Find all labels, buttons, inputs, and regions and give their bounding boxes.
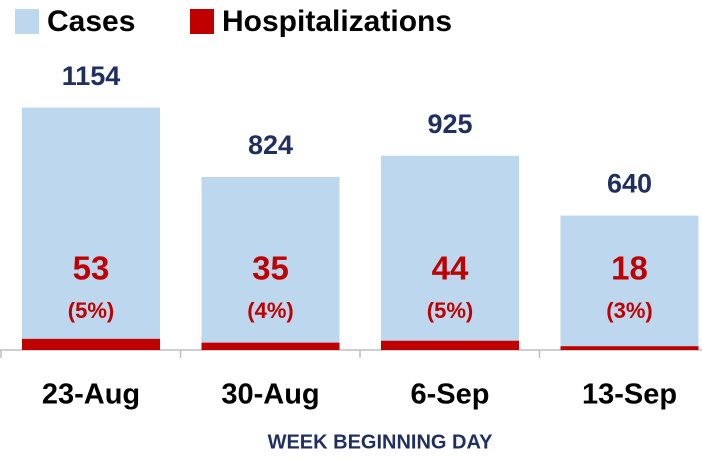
hospitalization-percent-label: (5%) [427, 298, 473, 323]
legend-swatch [190, 9, 214, 34]
x-tick-label: 23-Aug [42, 379, 140, 411]
cases-value-label: 824 [248, 130, 293, 160]
x-axis-title: WEEK BEGINNING DAY [268, 431, 494, 453]
hospitalization-percent-label: (5%) [68, 298, 114, 323]
hospitalization-bar [381, 340, 519, 350]
legend-label: Hospitalizations [222, 5, 452, 38]
cases-value-label: 925 [427, 109, 472, 139]
hospitalization-percent-label: (3%) [606, 298, 652, 323]
cases-bar [22, 107, 160, 350]
x-tick-label: 13-Sep [582, 379, 677, 411]
hospitalization-value-label: 18 [611, 250, 648, 287]
hospitalization-value-label: 35 [252, 250, 289, 287]
cases-value-label: 640 [607, 169, 652, 199]
hospitalization-bar [560, 346, 699, 350]
hospitalization-value-label: 53 [73, 250, 110, 287]
x-tick-label: 6-Sep [411, 379, 490, 411]
hospitalization-percent-label: (4%) [247, 298, 293, 323]
hospitalization-bar [22, 338, 160, 350]
cases-bar [381, 155, 519, 350]
cases-value-label: 1154 [62, 61, 121, 91]
legend-swatch [15, 9, 39, 34]
legend-label: Cases [47, 5, 135, 38]
hospitalization-bar [201, 342, 340, 350]
cases-bar [560, 215, 699, 350]
x-tick-label: 30-Aug [221, 379, 319, 411]
hospitalization-value-label: 44 [432, 250, 469, 287]
cases-bar [201, 176, 340, 350]
